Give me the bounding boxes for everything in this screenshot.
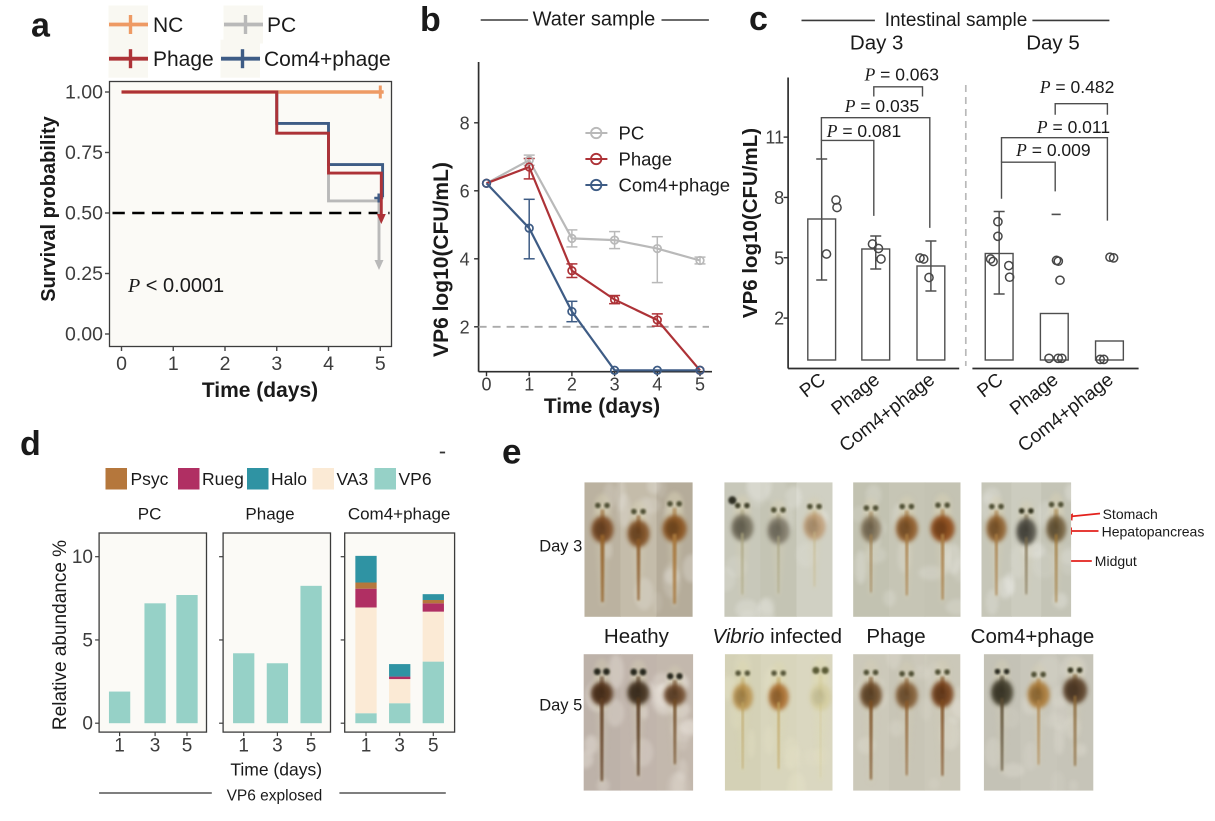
svg-text:10: 10 (72, 547, 93, 568)
svg-text:0.00: 0.00 (65, 324, 103, 346)
svg-text:Day 5: Day 5 (539, 697, 582, 715)
svg-text:1: 1 (238, 736, 249, 757)
svg-text:1: 1 (361, 736, 372, 757)
svg-text:5: 5 (182, 736, 193, 757)
svg-text:3: 3 (272, 736, 283, 757)
svg-text:Rueg: Rueg (202, 469, 244, 489)
svg-text:Vibrio infected: Vibrio infected (712, 625, 842, 648)
svg-text:Time (days): Time (days) (202, 379, 318, 402)
svg-text:2: 2 (220, 353, 231, 375)
svg-text:Phage: Phage (619, 149, 673, 170)
svg-text:Halo: Halo (271, 469, 307, 489)
svg-text:2: 2 (567, 375, 577, 395)
svg-text:VP6 log10(CFU/mL): VP6 log10(CFU/mL) (739, 128, 762, 318)
svg-text:1: 1 (168, 353, 179, 375)
svg-text:P = 0.063: P = 0.063 (864, 65, 939, 85)
svg-text:e: e (502, 433, 521, 472)
svg-text:Phage: Phage (866, 625, 925, 648)
svg-text:1: 1 (524, 375, 534, 395)
svg-text:8: 8 (774, 188, 784, 208)
svg-text:P = 0.011: P = 0.011 (1036, 117, 1110, 137)
svg-text:VA3: VA3 (337, 469, 369, 489)
svg-text:c: c (749, 0, 768, 38)
svg-text:Day 5: Day 5 (1026, 32, 1080, 55)
svg-text:1.00: 1.00 (65, 82, 103, 104)
svg-text:5: 5 (695, 375, 705, 395)
svg-text:0.50: 0.50 (65, 203, 103, 225)
svg-text:0: 0 (82, 714, 93, 735)
svg-text:Day 3: Day 3 (539, 538, 582, 556)
svg-text:Day 3: Day 3 (850, 32, 904, 55)
svg-text:6: 6 (460, 181, 470, 201)
svg-text:0: 0 (481, 375, 491, 395)
svg-text:2: 2 (460, 317, 470, 337)
svg-text:Time (days): Time (days) (230, 760, 322, 780)
svg-text:3: 3 (150, 736, 161, 757)
svg-text:5: 5 (375, 353, 386, 375)
svg-text:Com4+phage: Com4+phage (619, 175, 731, 196)
svg-text:Psyc: Psyc (131, 469, 169, 489)
svg-text:5: 5 (82, 630, 93, 651)
svg-text:NC: NC (153, 14, 183, 37)
svg-text:P = 0.009: P = 0.009 (1015, 140, 1090, 160)
svg-text:Phage: Phage (245, 505, 294, 524)
svg-text:Relative abundance %: Relative abundance % (50, 540, 71, 730)
svg-text:VP6 explosed: VP6 explosed (227, 788, 323, 805)
svg-text:Com4+phage: Com4+phage (264, 48, 391, 71)
svg-text:P = 0.081: P = 0.081 (826, 121, 901, 141)
svg-text:P = 0.035: P = 0.035 (844, 96, 919, 116)
svg-text:4: 4 (652, 375, 662, 395)
svg-text:Intestinal sample: Intestinal sample (885, 10, 1028, 31)
svg-text:Midgut: Midgut (1095, 553, 1137, 569)
svg-text:3: 3 (271, 353, 282, 375)
svg-text:0: 0 (116, 353, 127, 375)
svg-text:0.25: 0.25 (65, 263, 103, 285)
svg-text:Hepatopancreas: Hepatopancreas (1102, 524, 1205, 540)
svg-text:1: 1 (114, 736, 125, 757)
svg-text:b: b (420, 1, 441, 39)
svg-text:8: 8 (460, 113, 470, 133)
svg-text:PC: PC (267, 14, 296, 37)
svg-text:0.75: 0.75 (65, 142, 103, 164)
svg-text:4: 4 (323, 353, 334, 375)
svg-text:Heathy: Heathy (604, 625, 670, 648)
svg-text:PC: PC (138, 505, 162, 524)
svg-text:11: 11 (765, 128, 784, 148)
svg-text:PC: PC (619, 123, 645, 144)
svg-text:VP6: VP6 (399, 469, 432, 489)
svg-text:Survival probability: Survival probability (38, 115, 60, 301)
svg-text:5: 5 (306, 736, 317, 757)
svg-text:Com4+phage: Com4+phage (348, 505, 451, 524)
svg-text:2: 2 (774, 309, 784, 329)
svg-text:P < 0.0001: P < 0.0001 (127, 275, 224, 297)
svg-text:Phage: Phage (153, 48, 214, 71)
svg-text:a: a (31, 7, 51, 45)
svg-text:P = 0.482: P = 0.482 (1039, 77, 1114, 97)
svg-text:VP6 log10(CFU/mL): VP6 log10(CFU/mL) (430, 162, 453, 357)
svg-text:5: 5 (428, 736, 439, 757)
svg-text:Time (days): Time (days) (544, 395, 660, 418)
svg-text:Stomach: Stomach (1103, 506, 1158, 522)
svg-text:Com4+phage: Com4+phage (971, 625, 1095, 648)
svg-text:3: 3 (610, 375, 620, 395)
svg-text:Water sample: Water sample (533, 9, 656, 31)
svg-text:3: 3 (394, 736, 405, 757)
svg-text:4: 4 (460, 249, 470, 269)
svg-text:5: 5 (774, 248, 784, 268)
svg-text:d: d (20, 425, 41, 463)
